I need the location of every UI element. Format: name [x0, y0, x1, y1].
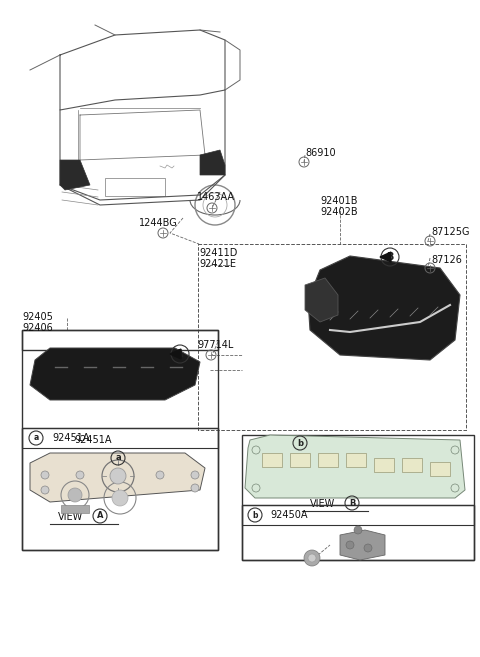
Circle shape [68, 488, 82, 502]
Text: 1463AA: 1463AA [197, 192, 235, 202]
Circle shape [191, 471, 199, 479]
Bar [318, 453, 338, 467]
Bar [290, 453, 310, 467]
Text: a: a [34, 434, 38, 443]
Text: A: A [176, 349, 184, 359]
Text: 87125G: 87125G [431, 227, 469, 237]
Circle shape [354, 526, 362, 534]
Bar [346, 453, 366, 467]
Polygon shape [30, 453, 205, 502]
Text: 92411D: 92411D [199, 248, 238, 258]
Text: a: a [115, 453, 121, 463]
Polygon shape [308, 256, 460, 360]
Bar [430, 462, 450, 476]
Circle shape [308, 554, 316, 562]
Text: 92406: 92406 [22, 323, 53, 333]
Polygon shape [170, 349, 181, 359]
Text: 92402B: 92402B [320, 207, 358, 217]
Bar [374, 458, 394, 472]
Polygon shape [340, 530, 385, 560]
Circle shape [346, 541, 354, 549]
Circle shape [191, 484, 199, 492]
Text: 87126: 87126 [431, 255, 462, 265]
Polygon shape [380, 252, 391, 262]
Polygon shape [30, 348, 200, 400]
Text: B: B [349, 499, 355, 507]
Bar [198, 244, 466, 430]
Circle shape [156, 471, 164, 479]
Text: 92450A: 92450A [340, 441, 377, 451]
Text: 92450A: 92450A [270, 510, 308, 520]
Text: b: b [252, 510, 258, 520]
Text: 92421E: 92421E [199, 259, 236, 269]
Circle shape [41, 486, 49, 494]
Bar [262, 453, 282, 467]
Bar [105, 178, 165, 196]
Circle shape [304, 550, 320, 566]
Bar [61, 505, 89, 513]
Bar [22, 428, 218, 448]
Text: VIEW: VIEW [58, 512, 83, 522]
Text: 97714L: 97714L [197, 340, 233, 350]
Polygon shape [245, 435, 465, 498]
Polygon shape [200, 150, 225, 175]
Text: VIEW: VIEW [310, 499, 335, 509]
Circle shape [76, 471, 84, 479]
Text: A: A [97, 512, 103, 520]
Text: 92405: 92405 [22, 312, 53, 322]
Text: 18643P: 18643P [310, 473, 347, 483]
Bar [242, 505, 474, 525]
Bar [22, 330, 218, 350]
Text: 92451A: 92451A [74, 435, 111, 445]
Text: 92401B: 92401B [320, 196, 358, 206]
Text: 92451A: 92451A [52, 433, 89, 443]
Bar [242, 435, 474, 560]
Text: 86910: 86910 [305, 148, 336, 158]
Circle shape [110, 468, 126, 484]
Bar [242, 505, 474, 560]
Circle shape [41, 471, 49, 479]
Bar [402, 458, 422, 472]
Text: B: B [386, 252, 394, 262]
Text: b: b [297, 438, 303, 447]
Circle shape [112, 490, 128, 506]
Circle shape [364, 544, 372, 552]
Polygon shape [60, 160, 90, 190]
Bar [22, 428, 218, 550]
Text: 1244BG: 1244BG [139, 218, 178, 228]
Bar [22, 330, 218, 550]
Polygon shape [305, 278, 338, 322]
